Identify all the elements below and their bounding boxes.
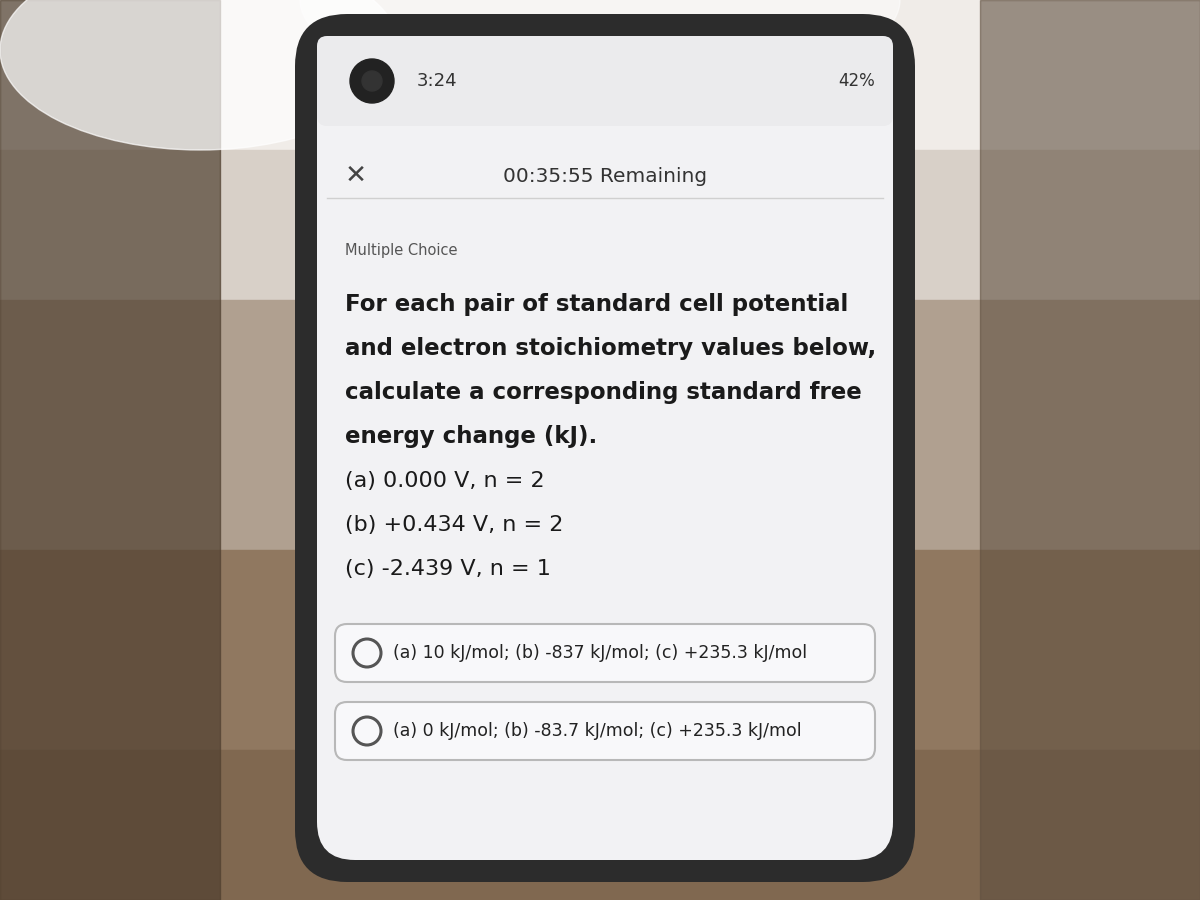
Text: (a) 10 kJ/mol; (b) -837 kJ/mol; (c) +235.3 kJ/mol: (a) 10 kJ/mol; (b) -837 kJ/mol; (c) +235… — [394, 644, 808, 662]
Text: 42%: 42% — [839, 72, 875, 90]
Text: 00:35:55 Remaining: 00:35:55 Remaining — [503, 166, 707, 185]
Bar — [0, 0, 1200, 150]
Text: energy change (kJ).: energy change (kJ). — [346, 426, 598, 448]
Text: (a) 0 kJ/mol; (b) -83.7 kJ/mol; (c) +235.3 kJ/mol: (a) 0 kJ/mol; (b) -83.7 kJ/mol; (c) +235… — [394, 722, 802, 740]
Circle shape — [350, 59, 394, 103]
FancyBboxPatch shape — [335, 702, 875, 760]
Bar — [0, 300, 1200, 550]
Bar — [980, 0, 1200, 900]
Text: ✕: ✕ — [346, 163, 367, 189]
FancyBboxPatch shape — [335, 624, 875, 682]
Bar — [0, 750, 1200, 900]
Bar — [0, 150, 1200, 300]
FancyBboxPatch shape — [317, 36, 893, 126]
Ellipse shape — [300, 0, 900, 100]
Text: calculate a corresponding standard free: calculate a corresponding standard free — [346, 382, 862, 404]
Text: (a) 0.000 V, n = 2: (a) 0.000 V, n = 2 — [346, 471, 545, 491]
Circle shape — [362, 71, 382, 91]
FancyBboxPatch shape — [295, 14, 916, 882]
Text: 3:24: 3:24 — [418, 72, 457, 90]
Text: For each pair of standard cell potential: For each pair of standard cell potential — [346, 293, 848, 317]
Bar — [0, 550, 1200, 750]
Text: and electron stoichiometry values below,: and electron stoichiometry values below, — [346, 338, 876, 361]
Text: (b) +0.434 V, n = 2: (b) +0.434 V, n = 2 — [346, 515, 563, 535]
FancyBboxPatch shape — [317, 36, 893, 860]
Bar — [0, 0, 220, 900]
Ellipse shape — [0, 0, 400, 150]
Text: (c) -2.439 V, n = 1: (c) -2.439 V, n = 1 — [346, 559, 551, 579]
Text: Multiple Choice: Multiple Choice — [346, 242, 457, 257]
